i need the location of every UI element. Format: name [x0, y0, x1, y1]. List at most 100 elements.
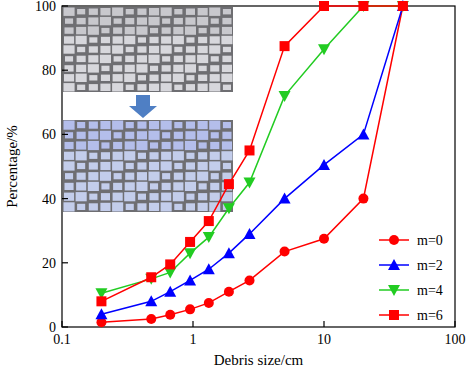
photo-frame	[63, 120, 233, 212]
data-point	[397, 0, 409, 11]
photo-cell	[88, 141, 99, 150]
photo-cell	[124, 74, 135, 82]
photo-cell	[112, 202, 123, 211]
x-tick	[61, 321, 62, 327]
photo-cell	[100, 84, 110, 91]
photo-cell	[149, 17, 160, 25]
photo-cell	[161, 202, 172, 211]
photo-cell	[88, 17, 98, 24]
photo-cell	[64, 74, 74, 81]
data-point	[165, 259, 175, 269]
data-point	[318, 44, 330, 55]
photo-cell	[65, 183, 74, 190]
photo-cell	[100, 17, 111, 25]
photo-cell	[100, 131, 111, 140]
photo-cell	[137, 46, 146, 52]
photo-cell	[211, 18, 219, 23]
photo-cell	[126, 9, 134, 14]
photo-cell	[76, 65, 86, 72]
y-tick	[62, 70, 68, 71]
legend: m=0m=2m=4m=6	[379, 233, 443, 323]
photo-cell	[89, 122, 98, 129]
photo-cell	[65, 132, 73, 138]
photo-cell	[150, 37, 159, 43]
photo-cell	[185, 64, 196, 72]
y-tick-label: 60	[42, 127, 56, 142]
photo-cell	[185, 131, 195, 139]
chart-container: 0.1110100020406080100Debris size/cmPerce…	[0, 0, 474, 377]
photo-cell	[125, 173, 134, 180]
photo-cell	[174, 163, 182, 169]
photo-cell	[150, 142, 158, 148]
photo-cell	[77, 56, 86, 62]
data-point	[358, 1, 368, 11]
photo-cell	[126, 122, 134, 128]
photo-cell	[113, 36, 123, 43]
photo-cell	[185, 55, 195, 62]
photo-cell	[112, 121, 123, 130]
data-point	[185, 237, 195, 247]
photo-cell	[64, 83, 75, 91]
y-axis-title: Percentage/%	[4, 125, 20, 207]
photo-cell	[210, 36, 220, 43]
x-axis-title: Debris size/cm	[214, 352, 304, 368]
photo-cell	[210, 183, 219, 190]
chart-svg: 0.1110100020406080100Debris size/cmPerce…	[0, 0, 474, 377]
photo-cell	[149, 46, 159, 53]
photo-cell	[199, 142, 207, 148]
legend-label: m=2	[417, 258, 443, 273]
photo-cell	[209, 161, 220, 170]
photo-cell	[149, 55, 160, 63]
photo-cell	[223, 85, 231, 90]
photo-cell	[174, 85, 182, 90]
photo-cell	[174, 173, 183, 180]
photo-cell	[101, 37, 110, 43]
photo-frame	[63, 7, 233, 92]
photo-cell	[101, 66, 109, 71]
photo-cell	[197, 55, 208, 63]
photo-cell	[76, 182, 86, 190]
data-point	[319, 1, 329, 11]
photo-cell	[138, 153, 146, 159]
photo-cell	[186, 75, 194, 80]
photo-cell	[185, 26, 196, 34]
photo-cell	[125, 65, 135, 72]
photo-cell	[197, 131, 208, 140]
photo-cell	[137, 131, 147, 139]
photo-cell	[150, 193, 159, 200]
photo-cell	[210, 27, 219, 33]
photo-cell	[65, 27, 74, 33]
photo-cell	[89, 46, 98, 52]
photo-cell	[101, 28, 109, 33]
photo-cell	[100, 121, 110, 129]
photo-cell	[64, 152, 74, 160]
photo-cell	[174, 204, 182, 210]
data-point	[318, 159, 330, 170]
photo-cell	[150, 152, 159, 159]
photo-cell	[150, 183, 158, 189]
photo-cell	[101, 183, 109, 189]
photo-cell	[173, 192, 184, 201]
photo-cell	[137, 17, 147, 24]
photo-cell	[162, 173, 170, 179]
data-point	[203, 232, 215, 243]
photo-cell	[161, 8, 172, 16]
photo-cell	[161, 45, 172, 53]
photo-cell	[88, 172, 98, 180]
photo-cell	[185, 17, 195, 24]
data-point	[279, 193, 291, 204]
photo-cell	[209, 121, 220, 130]
photo-cell	[100, 55, 111, 63]
photo-cell	[100, 46, 110, 53]
y-tick	[62, 198, 68, 199]
photo-cell	[89, 75, 97, 80]
photo-cell	[76, 36, 87, 44]
photo-cell	[198, 152, 207, 159]
photo-cell	[149, 84, 159, 91]
photo-cell	[198, 193, 207, 200]
photo-cell	[77, 132, 86, 139]
photo-cell	[77, 47, 85, 52]
data-point	[146, 314, 156, 324]
photo-cell	[197, 17, 208, 25]
photo-cell	[223, 122, 231, 128]
